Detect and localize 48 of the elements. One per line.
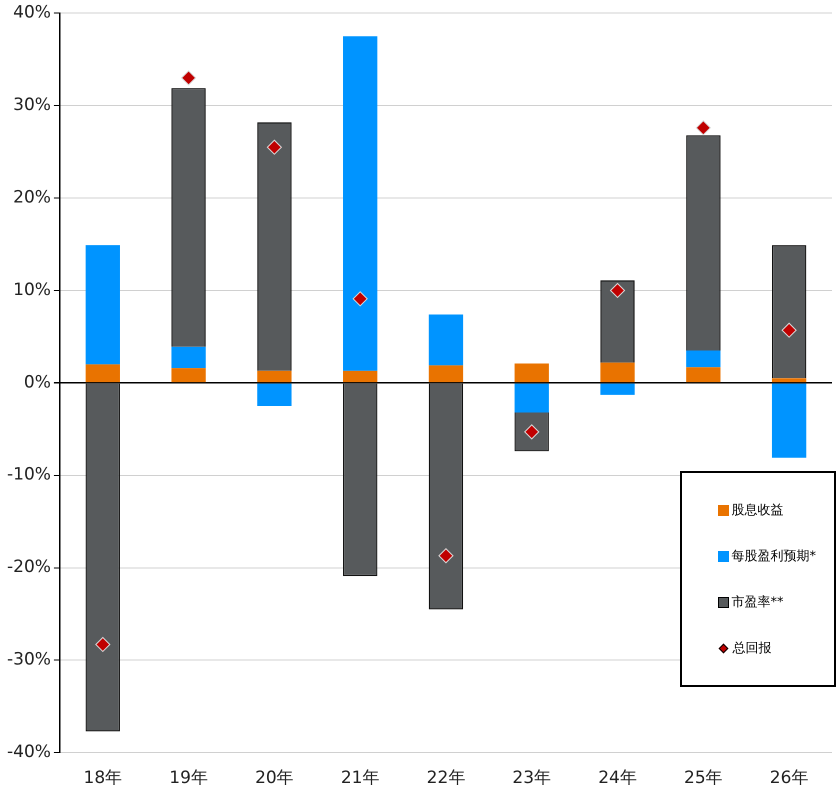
bar xyxy=(86,245,120,364)
bar xyxy=(772,384,806,458)
legend-label: 市盈率** xyxy=(732,594,784,611)
point xyxy=(266,140,282,155)
bar xyxy=(772,378,806,382)
x-tick-label: 25年 xyxy=(684,768,723,788)
point xyxy=(438,548,454,564)
bar xyxy=(171,368,206,382)
x-tick-label: 20年 xyxy=(255,768,294,788)
y-tick-label: 10% xyxy=(13,280,51,300)
point xyxy=(181,70,196,86)
bar xyxy=(686,367,720,382)
point xyxy=(95,636,110,652)
bar xyxy=(343,36,378,371)
x-tick-label: 19年 xyxy=(169,768,208,788)
y-tick-label: 20% xyxy=(13,187,51,208)
bar xyxy=(428,314,464,366)
x-tick-label: 21年 xyxy=(340,768,380,788)
y-tick-label: -10% xyxy=(7,464,51,485)
y-tick-label: 30% xyxy=(13,95,51,116)
legend-label: 每股盈利预期* xyxy=(732,548,816,565)
x-tick-label: 26年 xyxy=(770,768,808,788)
y-tick-label: -30% xyxy=(7,650,51,670)
bar xyxy=(171,346,206,368)
bar xyxy=(257,384,292,406)
legend-label: 总回报 xyxy=(732,640,772,657)
bar xyxy=(600,384,635,395)
y-tick-label: 0% xyxy=(24,372,51,392)
bar xyxy=(686,350,720,368)
bar xyxy=(514,384,549,412)
bar xyxy=(86,364,120,382)
point xyxy=(696,120,711,136)
bar xyxy=(514,363,549,382)
point xyxy=(610,282,626,298)
bar xyxy=(600,362,635,382)
y-tick-label: -20% xyxy=(7,557,51,578)
x-tick-label: 18年 xyxy=(83,768,122,788)
point xyxy=(352,291,368,306)
bar xyxy=(428,365,464,382)
bar xyxy=(343,370,378,382)
legend-label: 股息收益 xyxy=(732,502,784,519)
x-tick-label: 22年 xyxy=(426,768,466,788)
x-tick-label: 23年 xyxy=(512,768,552,788)
point xyxy=(782,322,797,338)
y-tick-label: 40% xyxy=(13,2,51,23)
y-tick-label: -40% xyxy=(7,742,51,762)
x-tick-label: 24年 xyxy=(598,768,637,788)
bar xyxy=(257,370,292,382)
